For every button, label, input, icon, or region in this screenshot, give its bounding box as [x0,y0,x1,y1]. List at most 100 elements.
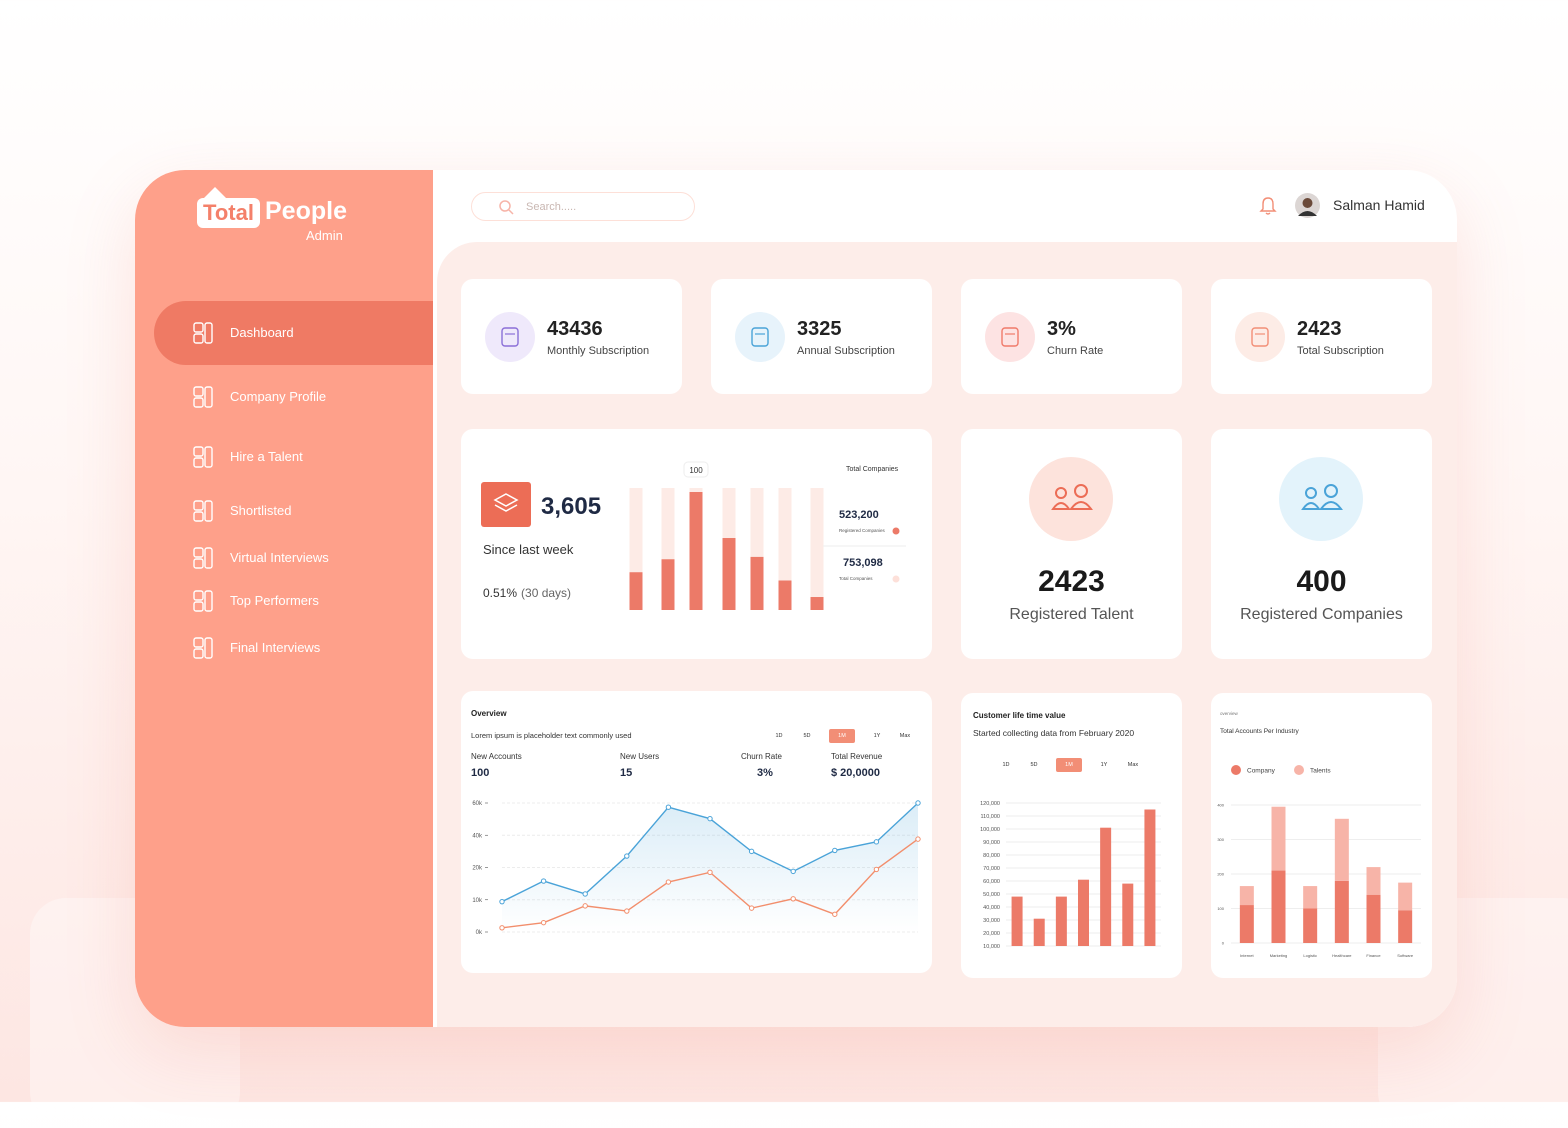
range-button[interactable]: 1D [1002,762,1010,768]
icon-shape [193,590,204,601]
stat-card: 2423 Total Subscription [1211,279,1432,394]
nav-item[interactable]: Final Interviews [190,634,433,662]
bar-track [810,488,824,610]
talent-card: 2423 Registered Talent [961,429,1182,659]
legend-dot [1231,765,1241,775]
point [915,800,921,806]
icon-shape [493,493,519,507]
nav-icon [193,322,213,344]
icon-shape [1051,502,1071,510]
point [873,839,880,845]
bar [750,556,764,610]
icon-shape [193,446,204,457]
logo-text: People [265,197,347,225]
bar [1100,827,1112,946]
weekly-caption: Since last week [483,542,574,557]
x-tick-label: Software [1397,953,1414,958]
search-box[interactable]: Search..... [471,192,695,221]
bar-segment [1271,806,1286,871]
range-button[interactable]: 1Y [873,733,881,739]
range-button[interactable]: 1M [829,729,855,743]
nav-item[interactable]: Company Profile [190,383,433,411]
nav-label: Dashboard [230,325,294,340]
nav-label: Final Interviews [230,640,321,655]
nav-item[interactable]: Virtual Interviews [190,544,433,572]
tooltip [683,461,709,478]
y-tick-label: 20,000 [983,931,1000,937]
point [665,879,672,885]
logo-roof [203,187,227,199]
user-name[interactable]: Salman Hamid [1333,197,1425,213]
metric-label: New Users [620,752,660,761]
stat-label: Monthly Subscription [547,345,650,357]
point [707,869,713,876]
icon-shape [204,590,213,612]
bar [778,580,792,610]
card-title: Overview [471,709,507,718]
bell-icon[interactable] [1259,196,1277,216]
nav-active-bg [154,301,433,365]
stat-value: 2423 [1297,318,1342,340]
bar [1011,896,1023,946]
bar [1144,809,1156,946]
bar-segment [1303,908,1318,943]
range-button[interactable]: 1D [775,733,783,739]
avatar[interactable] [1295,193,1320,218]
icon-shape [193,500,204,511]
dashboard-window: Total People Admin Dashboard Company Prof… [135,170,1457,1027]
y-tick-label: 300 [1217,837,1224,842]
nav-item[interactable]: Shortlisted [190,497,433,525]
bar [1055,896,1067,946]
range-button[interactable]: Max [899,733,911,739]
nav-item[interactable]: Dashboard [190,319,433,347]
point [624,908,630,914]
icon-shape [204,547,213,569]
bar [810,597,824,610]
icon-shape [193,547,204,558]
bar [1033,918,1045,946]
range-button[interactable]: Max [1127,762,1139,768]
legend-label: Total Companies [839,576,873,581]
x-tick-label: Healthcare [1332,953,1352,958]
y-tick-label: 40k [472,833,483,839]
y-tick-label: 80,000 [983,853,1000,859]
logo-box: Total [197,198,260,228]
bar-track [778,488,792,610]
nav-item[interactable]: Top Performers [190,587,433,615]
nav-label: Top Performers [230,593,319,608]
point [873,866,880,873]
range-button[interactable]: 5D [803,733,811,739]
y-tick-label: 200 [1217,872,1224,877]
area-fill [502,803,918,932]
range-button[interactable]: 1Y [1100,762,1108,768]
icon-shape [193,457,204,468]
metric-value: 15 [620,767,633,779]
icon-shape [1069,501,1093,510]
nav-item[interactable]: Hire a Talent [190,443,433,471]
point [707,815,713,822]
range-button[interactable]: 5D [1030,762,1038,768]
stat-card: 3325 Annual Subscription [711,279,932,394]
nav-label: Shortlisted [230,503,292,518]
point [748,848,755,855]
nav-icon [193,500,213,522]
icon-shape [1251,327,1269,347]
stat-icon [485,312,535,362]
bar-segment [1334,818,1349,881]
icon-shape [204,386,213,408]
icon-shape [204,637,213,659]
bar [1122,883,1134,946]
stat-icon [1235,312,1285,362]
icon-shape [193,601,204,612]
icon-shape [193,386,204,397]
overview-card: Overview Lorem ipsum is placeholder text … [461,691,932,973]
point [540,878,547,884]
industry-card: overview Total Accounts Per Industry Compa… [1211,693,1432,978]
card-subtitle: Started collecting data from February 20… [973,728,1135,738]
card-title: Customer life time value [973,711,1066,720]
chart [751,327,769,347]
weekly-change: 0.51% [483,586,518,600]
range-button[interactable]: 1M [1056,758,1082,772]
icon-shape [1074,484,1088,498]
point [582,903,588,909]
